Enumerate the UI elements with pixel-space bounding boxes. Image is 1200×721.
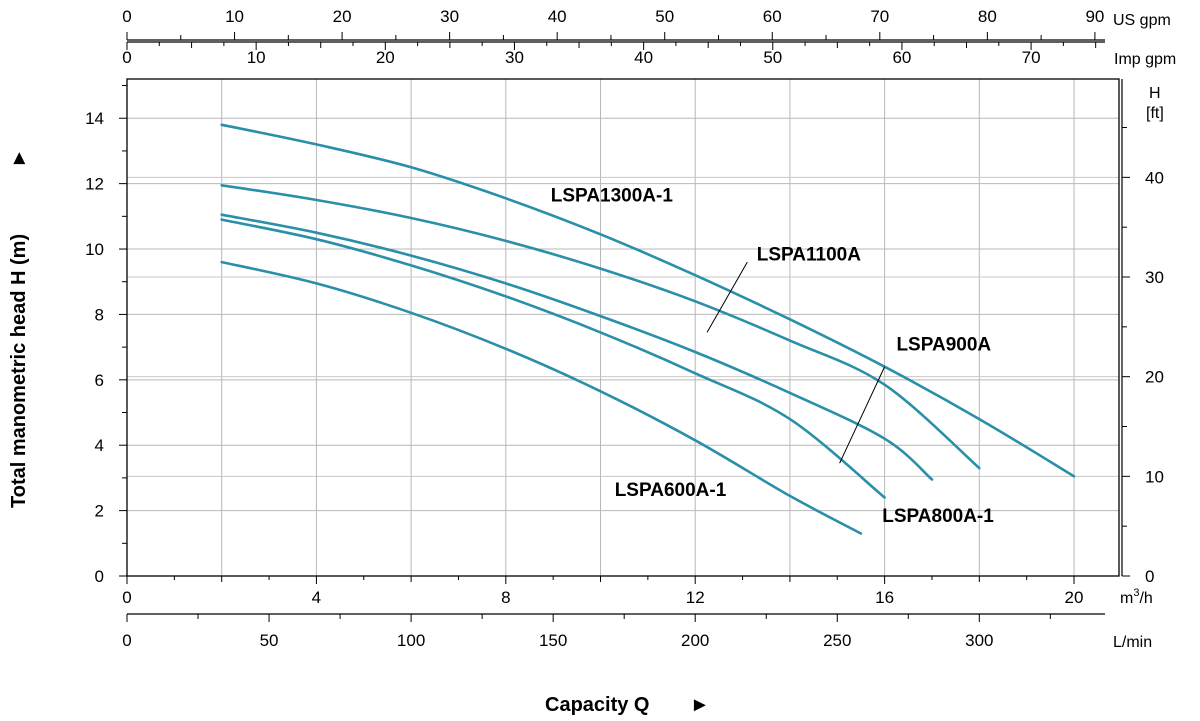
label-layer: LSPA1300A-1 LSPA1100A LSPA900A LSPA800A-1 LS…	[551, 186, 994, 527]
plot-frame	[126, 78, 1120, 577]
curve-lspa900a	[220, 213, 934, 481]
y-tick-label: 6	[95, 371, 104, 390]
grid-layer	[127, 79, 1119, 576]
l-min-tick-label: 200	[681, 631, 709, 650]
y-tick-label: 12	[85, 175, 104, 194]
label-lspa600a-1: LSPA600A-1	[615, 480, 727, 501]
h-ft-tick-label: 40	[1145, 168, 1164, 187]
us-gpm-tick-label: 30	[440, 7, 459, 26]
x-tick-label: 16	[875, 588, 894, 607]
y-tick-label: 14	[85, 109, 104, 128]
us-gpm-tick-label: 10	[225, 7, 244, 26]
leader-lspa1100a	[706, 261, 748, 333]
curve-lspa600a-1	[220, 260, 863, 535]
us-gpm-tick-label: 50	[655, 7, 674, 26]
x-tick-label: 8	[501, 588, 510, 607]
l-min-tick-label: 300	[965, 631, 993, 650]
y-tick-label: 4	[95, 436, 104, 455]
imp-gpm-tick-label: 40	[634, 48, 653, 67]
y-axis-arrow: ►	[8, 148, 30, 168]
us-gpm-tick-label: 80	[978, 7, 997, 26]
label-lspa900a: LSPA900A	[896, 334, 991, 355]
curve-lspa1100a	[220, 184, 981, 470]
us-gpm-tick-label: 90	[1085, 7, 1104, 26]
us-gpm-tick-label: 70	[870, 7, 889, 26]
us-gpm-tick-label: 60	[763, 7, 782, 26]
x-tick-label: 0	[122, 588, 131, 607]
us-gpm-tick-label: 40	[548, 7, 567, 26]
h-ft-tick-label: 30	[1145, 268, 1164, 287]
imp-gpm-tick-label: 0	[122, 48, 131, 67]
l-min-unit: L/min	[1113, 634, 1152, 651]
imp-gpm-tick-label: 20	[376, 48, 395, 67]
h-ft-unit-line2: [ft]	[1146, 105, 1164, 122]
h-ft-tick-label: 0	[1145, 567, 1154, 586]
label-lspa1300a-1: LSPA1300A-1	[551, 186, 674, 207]
curve-lspa800a-1	[220, 218, 886, 499]
us-gpm-unit: US gpm	[1113, 12, 1171, 29]
h-ft-tick-label: 20	[1145, 368, 1164, 387]
y-tick-label: 2	[95, 502, 104, 521]
y-tick-label: 0	[95, 567, 104, 586]
y-tick-label: 10	[85, 240, 104, 259]
x-tick-label: 20	[1065, 588, 1084, 607]
x-axis-title: Capacity Q	[545, 694, 649, 716]
us-gpm-tick-label: 20	[333, 7, 352, 26]
us-gpm-tick-label: 0	[122, 7, 131, 26]
l-min-tick-label: 150	[539, 631, 567, 650]
x-tick-label: 4	[312, 588, 321, 607]
l-min-tick-label: 50	[260, 631, 279, 650]
imp-gpm-tick-label: 10	[247, 48, 266, 67]
x-tick-label: 12	[686, 588, 705, 607]
label-lspa800a-1: LSPA800A-1	[882, 506, 994, 527]
h-ft-tick-label: 10	[1145, 467, 1164, 486]
imp-gpm-tick-label: 70	[1022, 48, 1041, 67]
imp-gpm-unit: Imp gpm	[1114, 51, 1176, 68]
y-tick-label: 8	[95, 305, 104, 324]
l-min-tick-label: 0	[122, 631, 131, 650]
imp-gpm-tick-label: 30	[505, 48, 524, 67]
m3h-unit: m3/h	[1120, 587, 1153, 607]
y-axis-title: Total manometric head H (m)	[8, 234, 30, 508]
curve-lspa1300a-1	[220, 123, 1076, 478]
imp-gpm-tick-label: 50	[763, 48, 782, 67]
label-lspa1100a: LSPA1100A	[757, 244, 861, 265]
imp-gpm-tick-label: 60	[892, 48, 911, 67]
l-min-tick-label: 250	[823, 631, 851, 650]
curve-layer	[220, 123, 1076, 535]
l-min-tick-label: 100	[397, 631, 425, 650]
leader-lspa900a	[839, 366, 886, 464]
frame-layer	[126, 39, 1123, 615]
h-ft-unit-line1: H	[1149, 85, 1161, 102]
x-axis-arrow: ►	[690, 694, 710, 716]
